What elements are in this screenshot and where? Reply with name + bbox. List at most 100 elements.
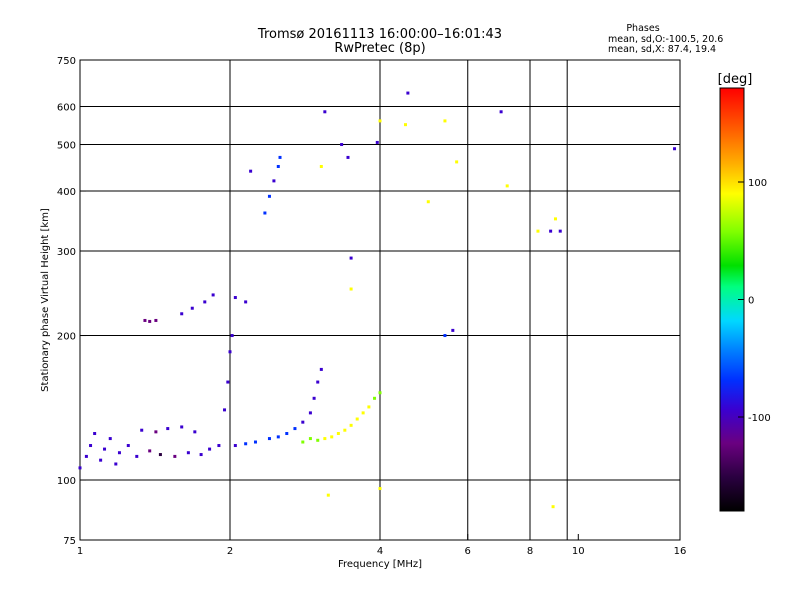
o-mode-point [140,428,144,432]
o-mode-point [316,380,320,384]
o-mode-point [226,380,230,384]
y-axis-label: Stationary phase Virtual Height [km] [40,208,51,392]
o-mode-point [117,451,121,455]
x-mode-point [443,119,447,123]
x-mode-point [349,287,353,291]
o-mode-point [278,155,282,159]
y-tick-label: 300 [57,247,76,258]
o-mode-point [135,454,139,458]
x-mode-point [373,396,377,400]
o-mode-point [244,300,248,304]
o-mode-point [443,334,447,338]
x-tick-label: 8 [527,546,533,557]
o-mode-point [211,293,215,297]
o-mode-point [180,425,184,429]
x-mode-points [301,119,557,509]
x-mode-point [361,411,365,415]
stats-x-mode: mean, sd,X: 87.4, 19.4 [608,44,716,55]
o-mode-point [190,306,194,310]
x-mode-point [330,435,334,439]
o-mode-point [186,451,190,455]
o-mode-point [301,420,305,424]
o-mode-point [173,454,177,458]
o-mode-point [267,194,271,198]
x-mode-point [316,438,320,442]
x-mode-point [319,164,323,168]
o-mode-point [203,300,207,304]
x-mode-point [349,423,353,427]
o-mode-point [228,350,232,354]
x-mode-point [336,432,340,436]
x-axis-ticks: 1 2 4 6 8 10 16 [77,534,687,557]
y-tick-label: 100 [57,476,76,487]
o-mode-point [158,453,162,457]
o-mode-point [78,466,82,470]
x-mode-point [378,391,382,395]
o-mode-point [89,444,93,448]
x-mode-point [551,505,555,509]
o-mode-point [276,435,280,439]
y-tick-label: 75 [63,536,76,547]
chart-subtitle: RwPretec (8p) [334,41,425,56]
o-mode-point [267,437,271,441]
o-mode-point [244,442,248,446]
x-mode-point [378,487,382,491]
x-axis-label: Frequency [MHz] [338,559,422,570]
colorbar-tick-label: 100 [748,178,767,189]
chart-title: Tromsø 20161113 16:00:00–16:01:43 [257,27,502,42]
x-mode-point [378,119,382,123]
o-mode-point [154,430,158,434]
o-mode-point [285,432,289,436]
o-mode-point [208,447,212,451]
x-tick-label: 4 [377,546,383,557]
o-mode-point [154,318,158,322]
o-mode-point [148,449,152,453]
x-mode-point [403,123,407,127]
o-mode-point [99,458,103,462]
y-axis-ticks: 75 100 200 300 400 500 600 750 [57,56,86,547]
plot-area: 1 2 4 6 8 10 16 75 100 200 300 400 500 600 750 [57,56,686,557]
o-mode-points [78,91,677,470]
x-mode-point [308,437,312,441]
x-mode-point [536,229,540,233]
y-tick-label: 400 [57,187,76,198]
o-mode-point [549,229,553,233]
stats-o-mode: mean, sd,O:-100.5, 20.6 [608,34,723,45]
o-mode-point [319,367,323,371]
x-mode-point [343,428,347,432]
x-tick-label: 10 [572,546,585,557]
o-mode-point [126,444,130,448]
o-mode-point [233,444,237,448]
o-mode-point [346,155,350,159]
x-tick-label: 6 [465,546,471,557]
x-tick-label: 16 [674,546,687,557]
o-mode-point [451,328,455,332]
x-tick-label: 2 [227,546,233,557]
colorbar-label: [deg] [718,72,753,87]
o-mode-point [233,296,237,300]
x-mode-point [455,160,459,164]
x-mode-point [355,417,359,421]
o-mode-point [143,318,147,322]
o-mode-point [253,440,257,444]
x-mode-point [301,440,305,444]
colorbar-tick-label: -100 [748,413,771,424]
o-mode-point [103,447,107,451]
o-mode-point [406,91,410,95]
o-mode-point [499,110,503,114]
o-mode-point [249,169,253,173]
o-mode-point [340,143,344,147]
x-mode-point [505,184,509,188]
y-tick-label: 500 [57,141,76,152]
o-mode-point [180,312,184,316]
o-mode-point [199,453,203,457]
x-mode-point [426,200,430,204]
o-mode-point [193,430,197,434]
grid-lines [80,60,680,540]
o-mode-point [558,229,562,233]
o-mode-point [293,427,297,431]
o-mode-point [263,211,267,215]
o-mode-point [375,140,379,144]
y-tick-label: 200 [57,332,76,343]
y-tick-label: 750 [57,56,76,67]
